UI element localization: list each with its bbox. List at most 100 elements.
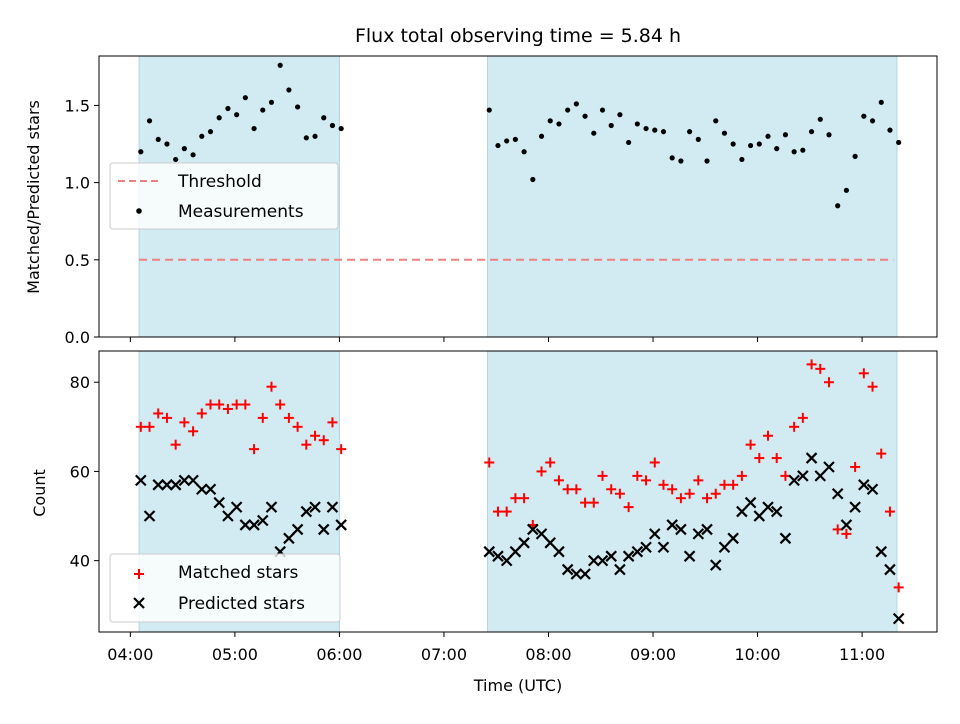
matched-star-point	[858, 368, 869, 379]
predicted-star-point	[509, 545, 522, 558]
measurement-point	[216, 115, 222, 121]
measurement-point	[234, 112, 240, 118]
measurement-point	[608, 122, 614, 129]
matched-star-point	[641, 475, 652, 486]
matched-star-point	[222, 403, 233, 414]
predicted-star-point	[265, 501, 278, 513]
predicted-star-point	[291, 523, 304, 536]
measurement-point	[512, 136, 518, 142]
matched-star-point	[179, 417, 190, 428]
matched-star-point	[684, 488, 695, 499]
predicted-star-point	[797, 470, 809, 482]
predicted-star-point	[239, 519, 252, 531]
measurement-point	[713, 118, 719, 124]
matched-star-point	[196, 408, 207, 419]
matched-star-point	[327, 417, 338, 428]
measurement-point	[321, 115, 327, 121]
matched-star-point	[658, 479, 669, 490]
measurement-point	[207, 129, 214, 135]
measurement-point	[565, 107, 571, 113]
measurement-point	[286, 87, 292, 93]
ratio-legend: Threshold Measurements	[109, 162, 339, 230]
matched-star-point	[867, 381, 878, 392]
matched-star-point	[614, 488, 625, 499]
ratio-panel: 0.0 0.5 1.0 1.5 Flux total observing time =…	[24, 25, 938, 347]
matched-star-point	[283, 412, 294, 423]
measurement-point	[599, 107, 606, 113]
measurement-point	[826, 132, 832, 138]
x-tick-label: 10:00	[734, 645, 780, 664]
ratio-y-ticks: 0.0 0.5 1.0 1.5	[65, 96, 99, 347]
measurement-point	[181, 146, 187, 152]
matched-star-point	[310, 430, 321, 441]
predicted-star-point	[875, 545, 888, 558]
predicted-star-point	[143, 510, 156, 522]
matched-star-point	[667, 484, 678, 495]
matched-star-point	[144, 421, 155, 432]
matched-star-point	[292, 421, 303, 432]
measurement-point	[556, 121, 562, 127]
matched-star-point	[214, 399, 225, 410]
matched-star-point	[510, 493, 521, 504]
measurement-point	[329, 122, 336, 129]
matched-star-point	[170, 439, 181, 450]
predicted-star-point	[213, 496, 225, 509]
x-tick-label: 06:00	[316, 645, 362, 664]
observing-window	[487, 55, 898, 338]
measurement-point	[138, 149, 144, 155]
measurement-point	[277, 62, 283, 68]
measurement-point	[146, 118, 153, 124]
predicted-star-point	[892, 612, 905, 625]
matched-star-point	[153, 408, 164, 419]
measurement-point	[617, 112, 623, 118]
predicted-star-point	[858, 479, 870, 491]
measurement-point	[173, 156, 179, 163]
predicted-star-point	[727, 532, 739, 545]
matched-star-point	[519, 493, 530, 504]
measurement-point	[756, 141, 762, 147]
matched-star-point	[693, 475, 704, 486]
matched-star-point	[580, 497, 591, 508]
measurement-point	[721, 130, 728, 136]
predicted-star-point	[196, 483, 208, 496]
matched-star-point	[501, 506, 512, 517]
predicted-star-point	[169, 479, 182, 491]
predicted-star-point	[849, 501, 861, 513]
matched-star-point	[266, 381, 277, 392]
predicted-star-point	[335, 519, 347, 531]
predicted-star-point	[666, 519, 678, 531]
measurement-point	[530, 176, 536, 183]
matched-legend-swatch	[134, 569, 144, 579]
count-y-label: Count	[30, 469, 49, 517]
predicted-star-point	[309, 501, 321, 513]
measurement-point	[626, 139, 632, 146]
predicted-star-point	[256, 514, 269, 527]
measurement-point	[486, 107, 492, 113]
x-axis-label: Time (UTC)	[473, 676, 562, 695]
matched-star-point	[623, 502, 634, 513]
y-tick-label: 0.0	[65, 328, 90, 347]
x-tick-label: 07:00	[421, 645, 467, 664]
measurement-point	[495, 142, 501, 149]
predicted-star-point	[648, 528, 661, 540]
predicted-star-point	[135, 474, 147, 487]
predicted-star-point	[204, 483, 217, 496]
predicted-star-point	[640, 541, 652, 554]
predicted-star-point	[866, 483, 879, 496]
predicted-star-point	[823, 461, 835, 473]
chart-title: Flux total observing time = 5.84 h	[355, 25, 681, 47]
matched-star-point	[545, 457, 556, 468]
predicted-star-point	[527, 523, 539, 536]
measurement-point	[791, 149, 797, 155]
predicted-star-point	[701, 523, 713, 536]
matched-star-point	[606, 484, 617, 495]
matched-star-point	[318, 435, 329, 446]
ratio-y-label: Matched/Predicted stars	[24, 100, 43, 294]
matched-star-point	[336, 444, 347, 455]
predicted-star-point	[683, 550, 696, 562]
measurement-point	[155, 136, 161, 142]
matched-star-point	[571, 484, 582, 495]
predicted-star-point	[187, 474, 199, 487]
count-y-ticks: 40 60 80	[70, 373, 99, 571]
